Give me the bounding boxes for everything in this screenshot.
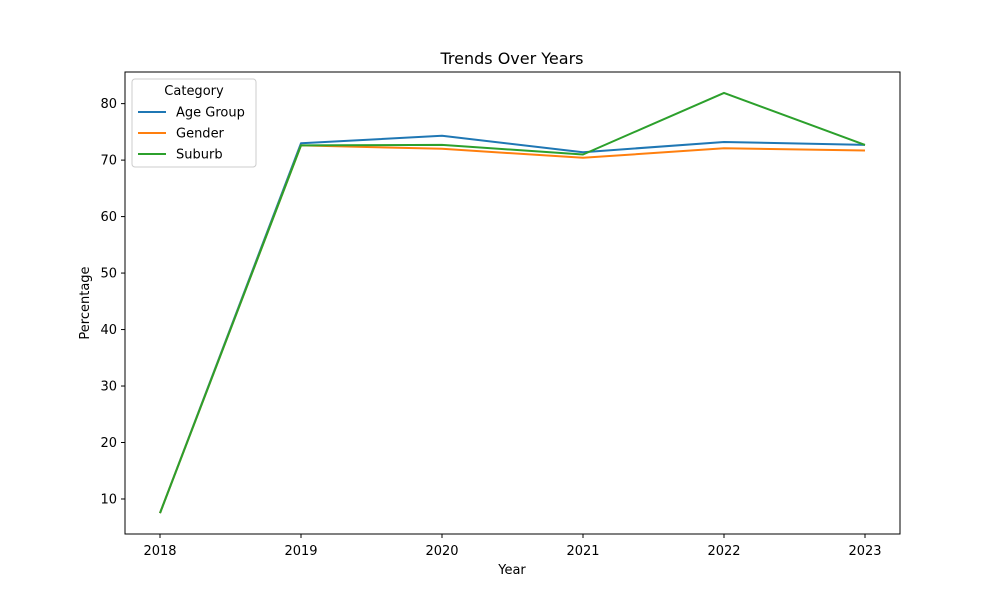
- y-tick-label: 60: [100, 210, 117, 225]
- y-tick-label: 40: [100, 323, 117, 338]
- x-tick-label: 2021: [566, 544, 599, 559]
- chart-title: Trends Over Years: [440, 49, 584, 68]
- y-axis-label: Percentage: [78, 266, 93, 339]
- y-tick-label: 10: [100, 492, 117, 507]
- y-tick-label: 80: [100, 97, 117, 112]
- legend-entry-label: Age Group: [176, 106, 245, 121]
- legend-title: Category: [164, 84, 224, 99]
- legend-entry-label: Suburb: [176, 148, 223, 163]
- legend-entries: Age Group Gender Suburb: [138, 106, 245, 163]
- x-axis: 2018 2019 2020 2021 2022 2023: [143, 534, 882, 559]
- legend-frame: [131, 78, 257, 168]
- series-line-age-group: [159, 134, 866, 514]
- y-tick-label: 50: [100, 267, 117, 282]
- series-lines: [159, 91, 866, 514]
- series-line-gender: [159, 144, 866, 514]
- x-tick-label: 2019: [284, 544, 317, 559]
- x-tick-label: 2023: [848, 544, 881, 559]
- y-tick-label: 20: [100, 436, 117, 451]
- x-axis-label: Year: [497, 563, 526, 578]
- series-line-suburb: [159, 91, 866, 514]
- x-tick-label: 2022: [707, 544, 740, 559]
- x-tick-label: 2018: [143, 544, 176, 559]
- legend: Category Age Group Gender Suburb: [131, 78, 257, 168]
- plot-area-frame: [124, 71, 901, 535]
- y-axis: 10 20 30 40 50 60 70 80: [100, 97, 125, 507]
- y-tick-label: 30: [100, 380, 117, 395]
- x-tick-label: 2020: [425, 544, 458, 559]
- y-tick-label: 70: [100, 154, 117, 169]
- legend-entry-label: Gender: [176, 127, 225, 142]
